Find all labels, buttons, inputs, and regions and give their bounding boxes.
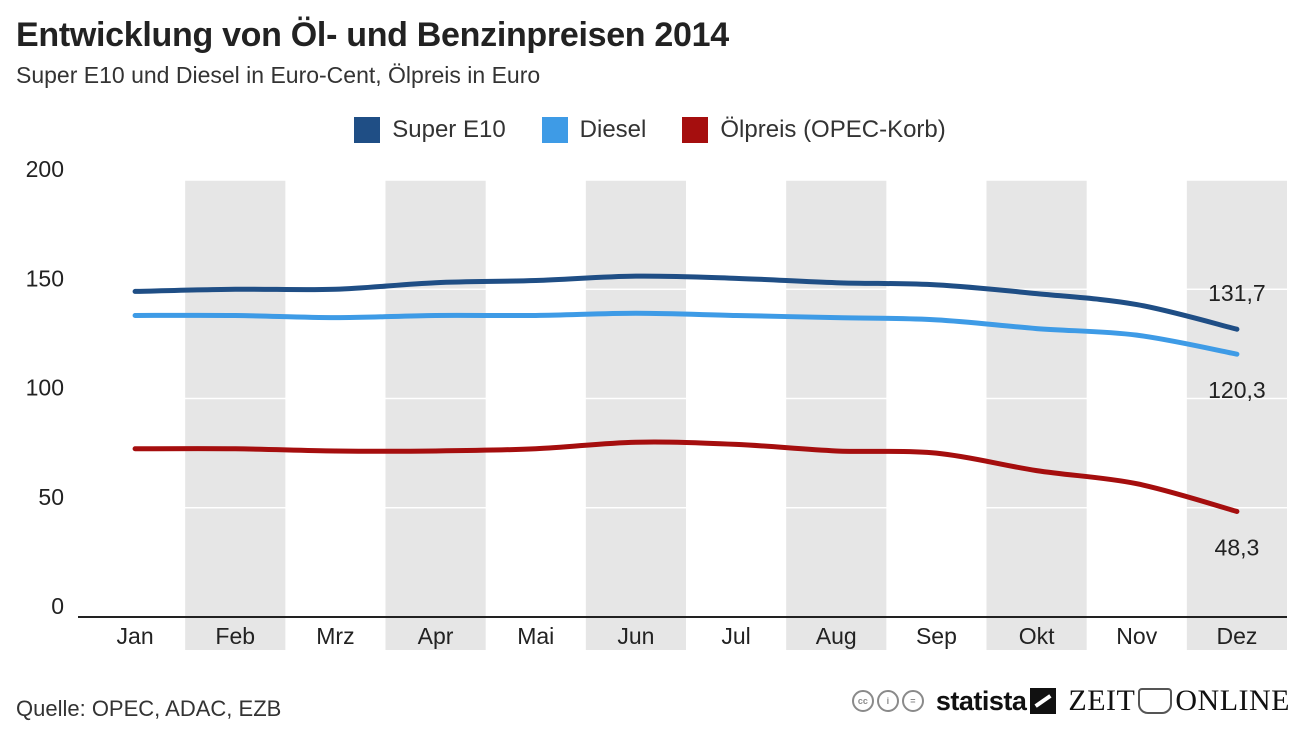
no-derivatives-icon: = xyxy=(901,690,924,712)
cc-icon: cc xyxy=(851,690,874,712)
x-tick-label: Mai xyxy=(517,623,554,649)
column-band-aug xyxy=(786,180,887,650)
chart-subtitle: Super E10 und Diesel in Euro-Cent, Ölpre… xyxy=(16,62,541,88)
data-label--lpreis-opec-korb-: 48,3 xyxy=(1215,534,1260,560)
legend-swatch-diesel xyxy=(541,117,568,143)
series-line--lpreis-opec-korb- xyxy=(132,439,1240,514)
column-band-feb xyxy=(185,180,286,650)
chart-title: Entwicklung von Öl- und Benzinpreisen 20… xyxy=(16,16,729,54)
y-tick-label: 150 xyxy=(26,265,64,291)
online-wordmark: ONLINE xyxy=(1175,684,1290,717)
x-tick-label: Jun xyxy=(617,623,654,649)
legend-swatch-oelpreis xyxy=(682,117,709,143)
legend-item-diesel: Diesel xyxy=(541,116,647,144)
legend-item-oelpreis: Ölpreis (OPEC-Korb) xyxy=(682,116,946,144)
eagle-crest-icon xyxy=(1138,688,1173,714)
cc-license-icons: cc i = xyxy=(851,690,924,712)
x-tick-label: Okt xyxy=(1019,623,1055,649)
legend-label-diesel: Diesel xyxy=(579,116,647,143)
footer-brands: cc i = statista ZEIT ONLINE xyxy=(851,684,1290,718)
legend-item-super-e10: Super E10 xyxy=(354,116,506,144)
x-tick-label: Dez xyxy=(1216,623,1257,649)
statista-logo: statista xyxy=(936,686,1057,717)
column-band-apr xyxy=(385,180,486,650)
x-tick-label: Feb xyxy=(215,623,255,649)
y-tick-label: 50 xyxy=(38,484,64,510)
x-tick-label: Mrz xyxy=(316,623,354,649)
data-label-super-e10: 131,7 xyxy=(1208,280,1266,306)
zeit-wordmark: ZEIT xyxy=(1068,684,1136,717)
column-band-jun xyxy=(585,180,686,650)
y-tick-label: 0 xyxy=(51,593,64,619)
legend-swatch-super-e10 xyxy=(354,117,381,143)
x-tick-label: Jan xyxy=(117,623,154,649)
x-tick-label: Nov xyxy=(1116,623,1157,649)
source-note: Quelle: OPEC, ADAC, EZB xyxy=(16,696,282,721)
statista-wordmark: statista xyxy=(935,685,1027,716)
statista-icon xyxy=(1030,688,1057,714)
x-tick-label: Apr xyxy=(418,623,454,649)
line-chart: 0 50 100 150 200 Jan Feb Mrz Apr Mai Jun Jul Aug Sep O… xyxy=(26,160,1287,650)
x-tick-label: Aug xyxy=(816,623,857,649)
data-label-diesel: 120,3 xyxy=(1208,377,1266,403)
y-tick-label: 100 xyxy=(26,375,64,401)
attribution-icon: i xyxy=(876,690,899,712)
x-tick-label: Sep xyxy=(916,623,957,649)
legend-label-oelpreis: Ölpreis (OPEC-Korb) xyxy=(720,116,946,143)
legend-label-super-e10: Super E10 xyxy=(392,116,506,143)
column-band-dez xyxy=(1186,180,1287,650)
legend: Super E10 Diesel Ölpreis (OPEC-Korb) xyxy=(0,116,1300,144)
series-line-diesel xyxy=(132,310,1240,357)
y-tick-label: 200 xyxy=(26,160,64,182)
x-tick-label: Jul xyxy=(721,623,750,649)
series-line-super-e10 xyxy=(132,273,1240,332)
column-band-okt xyxy=(986,180,1087,650)
zeit-online-logo: ZEIT ONLINE xyxy=(1068,684,1290,718)
